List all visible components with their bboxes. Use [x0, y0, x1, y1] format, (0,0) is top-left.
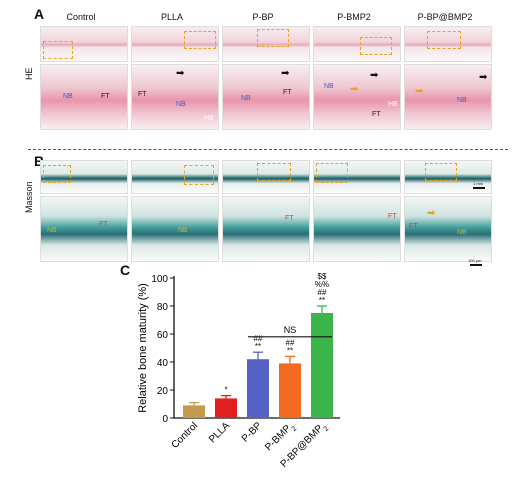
label-nb: NB: [47, 227, 57, 234]
significance-mark: $$: [318, 272, 327, 281]
label-hb: HB: [204, 115, 214, 122]
x-tick-label: P-BP: [240, 420, 265, 445]
scale-bar: [470, 264, 482, 266]
x-tick-label: Control: [170, 420, 201, 451]
inset-box: [184, 31, 216, 49]
inset-box: [257, 163, 291, 181]
x-tick-label: PLLA: [207, 420, 232, 445]
label-nb: NB: [178, 227, 188, 234]
section-divider: [28, 149, 508, 150]
label-nb: NB: [63, 93, 73, 100]
bar-pbmp2: [279, 363, 301, 418]
inset-box: [184, 165, 214, 185]
inset-box: [427, 31, 461, 49]
significance-mark: ##: [254, 334, 263, 343]
label-nb: NB: [457, 229, 467, 236]
label-nb: NB: [457, 97, 467, 104]
bar-plla: [215, 398, 237, 418]
panel-letter-a: A: [34, 6, 45, 22]
bar-pbpbmp2: [311, 313, 333, 418]
label-nb: NB: [241, 95, 251, 102]
he-detail-pbp: ➡ NB FT: [222, 64, 310, 130]
y-tick-label: 40: [157, 358, 169, 369]
masson-overview-pbpbmp2: 1 mm: [404, 160, 492, 194]
row-label-he: HE: [24, 67, 34, 80]
panel-letter-c: C: [120, 262, 131, 278]
he-overview-control: [40, 26, 128, 62]
column-label-pbpbmp2: P-BP@BMP2: [417, 12, 473, 22]
masson-overview-plla: [131, 160, 219, 194]
inset-box: [43, 41, 73, 59]
label-ft: FT: [99, 221, 108, 228]
bar-control: [183, 405, 205, 418]
significance-mark: ##: [286, 338, 295, 347]
label-nb: NB: [324, 83, 334, 90]
arrow-icon: ➡: [281, 68, 290, 79]
inset-box: [360, 37, 392, 55]
y-axis-label: Relative bone maturity (%): [137, 283, 149, 413]
y-tick-label: 20: [157, 386, 169, 397]
label-ft: FT: [409, 223, 418, 230]
masson-detail-plla: NB: [131, 196, 219, 262]
arrow-icon: ➡: [370, 70, 379, 81]
inset-box: [43, 165, 71, 183]
masson-overview-pbmp2: [313, 160, 401, 194]
column-label-control: Control: [66, 12, 96, 22]
he-overview-pbmp2: [313, 26, 401, 62]
panel-letter-b: B: [34, 153, 44, 169]
scale-bar: [473, 187, 485, 189]
y-tick-label: 60: [157, 330, 169, 341]
arrow-icon: ➡: [350, 84, 359, 95]
he-detail-control: NB FT: [40, 64, 128, 130]
masson-detail-pbpbmp2: ➡ FT NB: [404, 196, 492, 262]
masson-detail-pbmp2: FT: [313, 196, 401, 262]
he-detail-pbpbmp2: ➡ ➡ NB: [404, 64, 492, 130]
he-overview-pbpbmp2: [404, 26, 492, 62]
label-hb: HB: [388, 101, 398, 108]
x-tick-label-subscript: 2: [290, 425, 298, 433]
masson-overview-control: [40, 160, 128, 194]
x-tick-label-subscript: 2: [322, 425, 330, 433]
inset-box: [257, 29, 289, 47]
bar-pbp: [247, 359, 269, 418]
masson-overview-pbp: [222, 160, 310, 194]
row-label-masson: Masson: [24, 181, 34, 213]
significance-mark: **: [287, 346, 293, 355]
significance-mark: %%: [315, 280, 329, 289]
he-overview-pbp: [222, 26, 310, 62]
label-ft: FT: [388, 213, 397, 220]
label-ft: FT: [285, 215, 294, 222]
y-tick-label: 0: [162, 414, 168, 425]
label-nb: NB: [176, 101, 186, 108]
label-ft: FT: [138, 91, 147, 98]
y-tick-label: 80: [157, 302, 169, 313]
column-label-pbp: P-BP: [252, 12, 274, 22]
column-label-plla: PLLA: [160, 12, 184, 22]
he-overview-plla: [131, 26, 219, 62]
he-detail-plla: ➡ FT NB HB: [131, 64, 219, 130]
masson-detail-pbp: FT: [222, 196, 310, 262]
column-label-pbmp2: P-BMP2: [337, 12, 371, 22]
label-ft: FT: [283, 89, 292, 96]
significance-mark: ##: [318, 288, 327, 297]
bracket-label: NS: [284, 325, 297, 335]
label-ft: FT: [101, 93, 110, 100]
significance-mark: **: [319, 296, 325, 305]
scale-label: 100 μm: [468, 258, 482, 263]
significance-mark: **: [255, 342, 261, 351]
label-ft: FT: [372, 111, 381, 118]
arrow-icon: ➡: [427, 208, 436, 219]
y-tick-label: 100: [151, 274, 168, 285]
arrow-icon: ➡: [479, 72, 488, 83]
inset-box: [425, 163, 457, 181]
he-detail-pbmp2: ➡ ➡ NB FT HB: [313, 64, 401, 130]
scale-label: 1 mm: [473, 181, 483, 186]
arrow-icon: ➡: [415, 86, 424, 97]
significance-mark: *: [224, 386, 227, 395]
arrow-icon: ➡: [176, 68, 185, 79]
inset-box: [316, 163, 348, 183]
masson-detail-control: NB FT: [40, 196, 128, 262]
